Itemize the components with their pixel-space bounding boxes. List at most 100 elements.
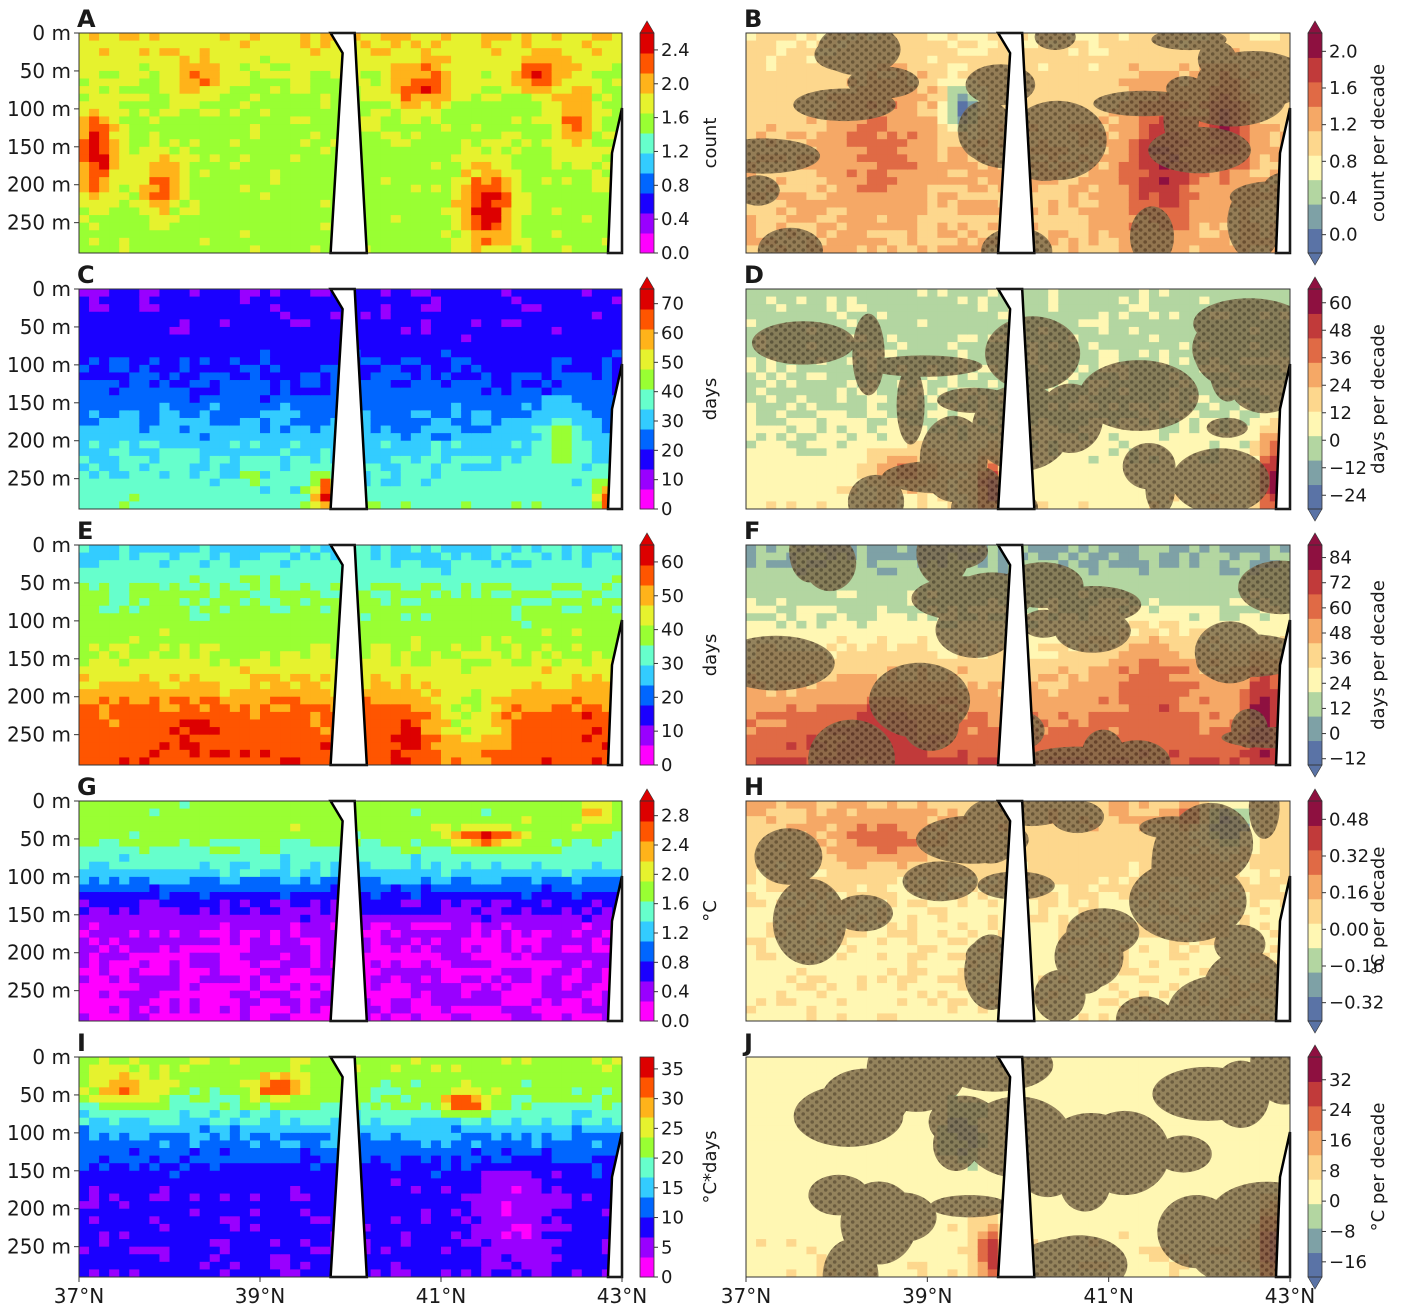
colorbar-tick-label: 24 (1329, 375, 1352, 396)
colorbar-label: °C*days (700, 1130, 721, 1203)
colorbar-tick-label: 1.2 (1329, 115, 1358, 136)
colorbar-extend-min (1307, 252, 1323, 266)
colorbar: −16 −8 0 8 16 24 32 °C per decade (1307, 1044, 1389, 1290)
colorbar-tick-label: 30 (661, 653, 684, 674)
colorbar-tick-label: 0.8 (661, 952, 690, 973)
panel-letter: E (77, 517, 93, 545)
y-tick-label: 50 m (20, 315, 71, 339)
significance-stippling (793, 1057, 1290, 1277)
colorbar-tick-label: 15 (661, 1178, 684, 1199)
y-tick-label: 100 m (7, 97, 71, 121)
y-tick-label: 50 m (20, 827, 71, 851)
plot-frame (78, 288, 623, 510)
colorbar-tick-label: 0 (1329, 724, 1340, 745)
y-tick-label: 250 m (7, 467, 71, 491)
colorbar: 0.0 0.4 0.8 1.2 1.6 2.0 2.4 count (639, 20, 721, 264)
colorbar-extend-min (1307, 764, 1323, 778)
plot-frame (78, 800, 623, 1022)
colorbar-tick-label: 0 (1329, 430, 1340, 451)
colorbar-tick-label: 8 (1329, 1161, 1340, 1182)
colorbar-extend-max (639, 788, 655, 802)
y-tick-label: 100 m (7, 865, 71, 889)
colorbar-tick-label: 60 (1329, 598, 1352, 619)
colorbar-tick-label: 10 (661, 721, 684, 742)
y-tick-label: 200 m (7, 429, 71, 453)
colorbar: 0.0 0.4 0.8 1.2 1.6 2.0 count per decade (1307, 20, 1389, 266)
colorbar: −0.32 −0.16 0.00 0.16 0.32 0.48 °C per decade (1307, 788, 1389, 1034)
colorbar-tick-label: 0.4 (661, 209, 690, 230)
colorbar-tick-label: 30 (661, 1089, 684, 1110)
colorbar-extend-max (639, 20, 655, 34)
y-tick-label: 0 m (32, 789, 71, 813)
colorbar-tick-label: 24 (1329, 673, 1352, 694)
y-tick-label: 100 m (7, 353, 71, 377)
colorbar-tick-label: 40 (661, 620, 684, 641)
colorbar-tick-label: −0.32 (1329, 993, 1384, 1014)
colorbar-extend-min (1307, 1020, 1323, 1034)
y-tick-label: 200 m (7, 941, 71, 965)
colorbar-extend-max (639, 276, 655, 290)
colorbar-tick-label: 0 (661, 499, 672, 520)
colorbar-label: days per decade (1368, 580, 1389, 730)
x-tick-label: 43°N (1265, 1284, 1315, 1308)
x-tick-label: 41°N (1083, 1284, 1133, 1308)
panel-letter: H (744, 773, 764, 801)
colorbar-tick-label: 48 (1329, 623, 1352, 644)
colorbar-tick-label: 0 (661, 1267, 672, 1288)
significance-stippling (751, 298, 1290, 509)
colorbar-tick-label: 35 (661, 1059, 684, 1080)
x-tick-label: 39°N (902, 1284, 952, 1308)
colorbar-tick-label: 0.32 (1329, 846, 1369, 867)
colorbar-tick-label: 16 (1329, 1130, 1352, 1151)
heatmap-field (79, 289, 622, 509)
colorbar-tick-label: 2.8 (661, 806, 690, 827)
panel-letter: B (744, 5, 762, 33)
colorbar-tick-label: 10 (661, 470, 684, 491)
y-tick-label: 200 m (7, 173, 71, 197)
colorbar-tick-label: 0.0 (661, 243, 690, 264)
colorbar-tick-label: −12 (1329, 749, 1367, 770)
plot-frame (78, 544, 623, 766)
colorbar-tick-label: 36 (1329, 648, 1352, 669)
colorbar-tick-label: 10 (661, 1208, 684, 1229)
colorbar-label: days per decade (1368, 324, 1389, 474)
colorbar-tick-label: 60 (1329, 293, 1352, 314)
panel-d: D −24 −12 0 12 24 36 48 60 days per decade (744, 261, 1389, 522)
colorbar-tick-label: 50 (661, 586, 684, 607)
colorbar-tick-label: 0 (1329, 1191, 1340, 1212)
colorbar-extend-max (1307, 788, 1323, 802)
y-tick-label: 150 m (7, 647, 71, 671)
panel-letter: C (77, 261, 95, 289)
colorbar-label: days (700, 634, 721, 677)
y-tick-label: 150 m (7, 1159, 71, 1183)
panel-letter: G (77, 773, 97, 801)
heatmap-field (79, 1057, 622, 1277)
colorbar-tick-label: 72 (1329, 573, 1352, 594)
colorbar-tick-label: −24 (1329, 485, 1367, 506)
y-tick-label: 250 m (7, 723, 71, 747)
colorbar-tick-label: 84 (1329, 548, 1352, 569)
colorbar-tick-label: 20 (661, 1148, 684, 1169)
colorbar: 0 10 20 30 40 50 60 70 days (639, 276, 721, 520)
x-tick-label: 37°N (721, 1284, 771, 1308)
colorbar-tick-label: 20 (661, 440, 684, 461)
plot-frame (745, 1056, 1291, 1278)
heatmap-field (79, 545, 622, 765)
panel-f: F −12 0 12 24 36 48 60 72 84 days per decade (744, 517, 1389, 778)
colorbar-tick-label: 2.4 (661, 40, 690, 61)
colorbar-tick-label: 25 (661, 1118, 684, 1139)
y-tick-label: 250 m (7, 211, 71, 235)
colorbar-tick-label: −0.16 (1329, 956, 1384, 977)
significance-stippling (746, 33, 1290, 253)
colorbar-tick-label: 1.2 (661, 141, 690, 162)
colorbar-tick-label: −16 (1329, 1252, 1367, 1273)
colorbar-tick-label: 30 (661, 411, 684, 432)
colorbar-extend-max (1307, 1044, 1323, 1058)
plot-frame (745, 288, 1291, 510)
y-tick-label: 150 m (7, 903, 71, 927)
colorbar-tick-label: 20 (661, 687, 684, 708)
colorbar-extend-max (1307, 532, 1323, 546)
y-tick-label: 0 m (32, 1045, 71, 1069)
colorbar-tick-label: 2.0 (661, 74, 690, 95)
